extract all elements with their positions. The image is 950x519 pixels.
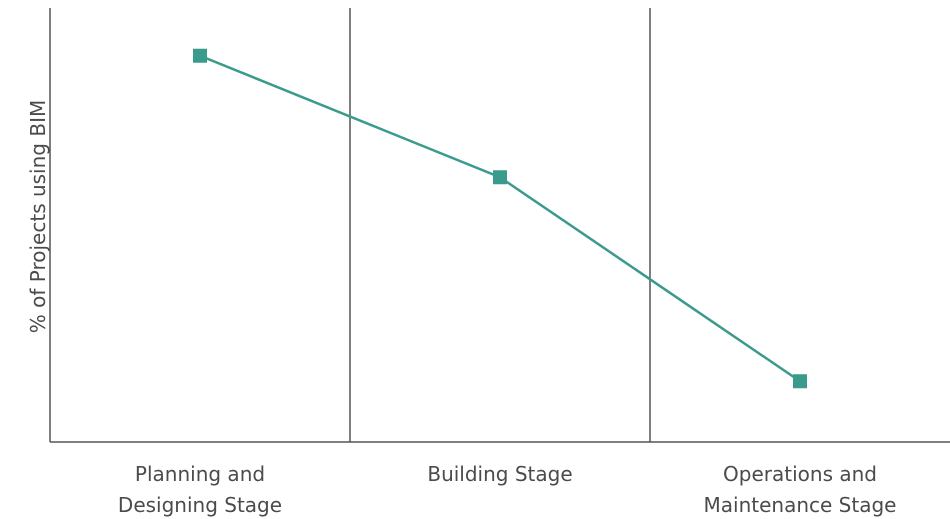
- x-tick-label-1: Planning and Designing Stage: [118, 462, 282, 517]
- series-layer: [193, 48, 807, 389]
- data-point-3: [793, 374, 807, 389]
- category-separators: [349, 8, 651, 442]
- category-labels: Planning and Designing Stage Building Stag…: [118, 462, 897, 517]
- x-tick-label-line: Operations and: [723, 462, 877, 486]
- x-tick-label-2: Building Stage: [427, 462, 572, 486]
- data-point-1: [193, 48, 207, 63]
- series-line: [199, 54, 801, 383]
- x-tick-label-3: Operations and Maintenance Stage: [704, 462, 897, 517]
- data-point-2: [493, 170, 507, 185]
- x-tick-label-line: Maintenance Stage: [704, 493, 897, 517]
- x-tick-label-line: Designing Stage: [118, 493, 282, 517]
- x-tick-label-line: Building Stage: [427, 462, 572, 486]
- axes: [49, 8, 950, 443]
- x-tick-label-line: Planning and: [135, 462, 265, 486]
- y-axis-title: % of Projects using BIM: [26, 100, 50, 333]
